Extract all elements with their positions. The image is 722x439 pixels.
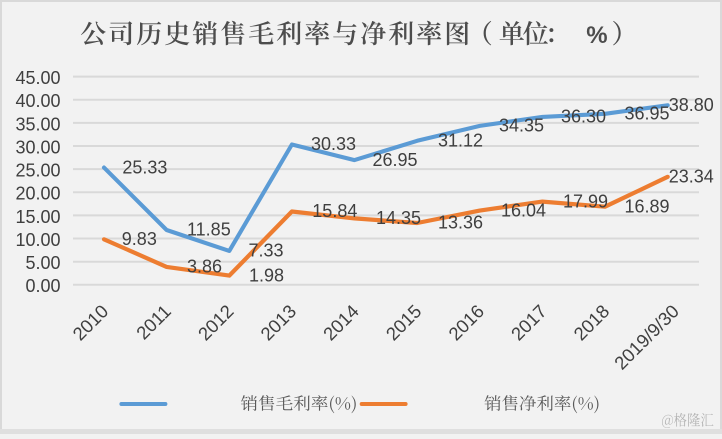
svg-text:1.98: 1.98 xyxy=(249,265,284,285)
svg-text:36.30: 36.30 xyxy=(561,107,606,127)
svg-text:25.33: 25.33 xyxy=(122,157,167,177)
svg-text:45.00: 45.00 xyxy=(15,68,60,88)
svg-text:40.00: 40.00 xyxy=(15,91,60,111)
svg-text:10.00: 10.00 xyxy=(15,230,60,250)
svg-text:%: % xyxy=(586,22,607,49)
svg-text:15.84: 15.84 xyxy=(312,201,357,221)
svg-text:25.00: 25.00 xyxy=(15,161,60,181)
svg-text:31.12: 31.12 xyxy=(438,131,483,151)
svg-text:20.00: 20.00 xyxy=(15,184,60,204)
svg-text:13.36: 13.36 xyxy=(438,213,483,233)
svg-text:0.00: 0.00 xyxy=(25,276,60,296)
svg-text:9.83: 9.83 xyxy=(122,229,157,249)
svg-text:34.35: 34.35 xyxy=(499,116,544,136)
svg-text:26.95: 26.95 xyxy=(373,150,418,170)
svg-text:15.00: 15.00 xyxy=(15,207,60,227)
svg-text:16.89: 16.89 xyxy=(625,196,670,216)
svg-text:35.00: 35.00 xyxy=(15,114,60,134)
svg-text:17.99: 17.99 xyxy=(563,191,608,211)
svg-text:16.04: 16.04 xyxy=(501,200,546,220)
svg-text:3.86: 3.86 xyxy=(187,257,222,277)
svg-text:23.34: 23.34 xyxy=(669,167,714,187)
svg-text:5.00: 5.00 xyxy=(25,253,60,273)
svg-text:38.80: 38.80 xyxy=(669,95,714,115)
svg-text:36.95: 36.95 xyxy=(625,104,670,124)
svg-text:30.00: 30.00 xyxy=(15,137,60,157)
svg-text:7.33: 7.33 xyxy=(249,241,284,261)
svg-text:11.85: 11.85 xyxy=(187,220,231,240)
svg-text:30.33: 30.33 xyxy=(311,134,356,154)
svg-text:14.35: 14.35 xyxy=(376,208,421,228)
